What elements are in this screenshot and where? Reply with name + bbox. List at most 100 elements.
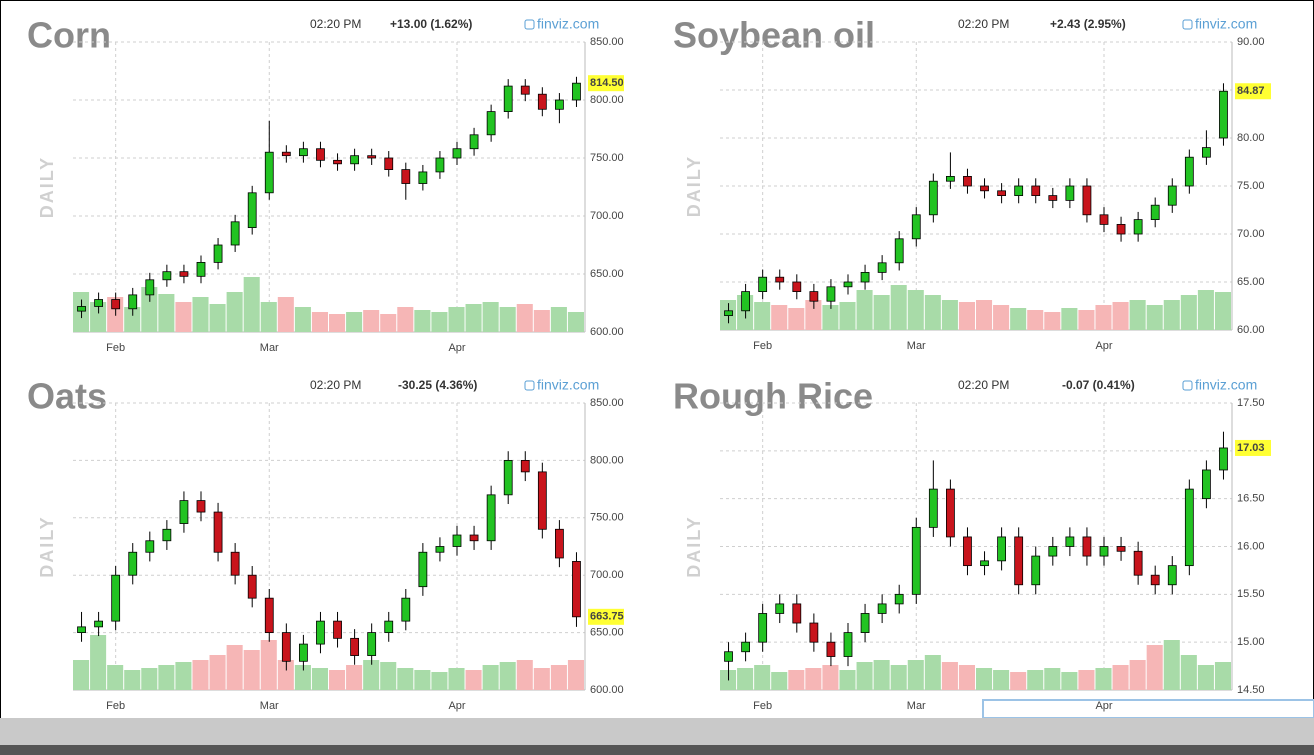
y-tick-label: 15.00 [1237,636,1265,648]
candle-body [946,175,955,182]
volume-bar [890,665,907,690]
candle-body [401,597,411,622]
volume-bar [363,660,380,690]
brand: finviz.com [537,16,599,32]
candle-body [94,299,103,307]
volume-bar [277,297,294,332]
y-axis-label: DAILY [684,515,704,577]
candle-body [1031,185,1041,196]
brand-icon [524,380,535,391]
volume-bar [141,287,158,332]
candle-body [572,561,581,618]
candle-body [469,534,479,542]
volume-bar [873,660,890,690]
time: 02:20 PM [958,378,1009,392]
candle-body [843,281,853,288]
candle-body [94,620,103,628]
candle-body [1014,185,1024,196]
candle-body [1133,550,1143,576]
volume-bar [907,660,924,690]
volume-bar [346,312,363,332]
candle-body [316,148,325,161]
x-tick-label: Feb [106,700,125,712]
volume-bar [976,668,993,690]
x-tick-label: Mar [260,342,279,354]
candle-body [367,632,377,656]
candle-body [298,643,308,662]
x-tick-label: Feb [753,700,772,712]
candle-body [1082,185,1092,216]
volume-bar [141,668,158,690]
volume-bar [1197,290,1214,330]
candle-body [145,540,155,553]
candle-body [486,111,496,136]
candle-body [894,593,904,605]
brand: finviz.com [537,377,599,393]
last-price: 84.87 [1237,85,1265,97]
candle-body [946,488,955,538]
candle-body [843,632,853,657]
volume-bar [1129,660,1146,690]
candle-body [1082,536,1092,557]
candle-body [264,151,274,194]
candle-body [179,271,189,277]
volume-bar [397,668,414,690]
candle-body [333,620,342,639]
volume-bar [1095,668,1112,690]
volume-bar [465,304,482,332]
y-tick-label: 650.00 [590,627,624,639]
candle-body [997,190,1006,197]
volume-bar [941,300,958,330]
candle-body [264,597,274,633]
volume-bar [1078,310,1095,330]
volume-bar [1180,295,1197,330]
candle-body [503,85,513,113]
volume-bar [993,670,1010,690]
candle-body [350,155,360,165]
last-price-box [588,75,624,92]
candle-body [724,310,733,316]
volume-bar [1214,292,1231,330]
volume-bar [1214,662,1231,690]
volume-bar [90,635,107,690]
candle-body [486,494,496,542]
candle-body [1014,536,1024,586]
volume-bar [192,660,209,690]
volume-bar [73,660,90,690]
candle-body [213,244,223,263]
volume-bar [924,295,941,330]
volume-bar [192,297,209,332]
candle-body [1031,555,1041,586]
volume-bar [482,302,499,332]
volume-bar [805,300,822,330]
candle-body [435,546,445,553]
candle-body [128,551,138,576]
volume-bar [907,290,924,330]
volume-bar [260,302,277,332]
y-tick-label: 600.00 [590,684,624,696]
volume-bar [976,300,993,330]
volume-bar [90,302,107,332]
candle-body [997,536,1006,562]
last-price-box [588,608,624,625]
y-tick-label: 600.00 [590,326,624,338]
candle-body [1116,223,1126,235]
candle-body [1133,219,1143,235]
brand-icon [1182,19,1193,30]
x-tick-label: Apr [448,342,465,354]
candle-body [418,551,428,588]
volume-bar [1163,300,1180,330]
candle-body [826,641,836,657]
change: +13.00 (1.62%) [390,17,472,31]
volume-bar [1197,665,1214,690]
candle-body [1099,214,1109,225]
volume-bar [311,312,328,332]
candle-body [247,192,257,229]
candle-body [792,603,802,624]
candle-body [1184,488,1194,567]
y-tick-label: 750.00 [590,512,624,524]
volume-bar [958,302,975,330]
y-tick-label: 800.00 [590,94,624,106]
volume-bar [550,665,567,690]
volume-bar [754,665,771,690]
